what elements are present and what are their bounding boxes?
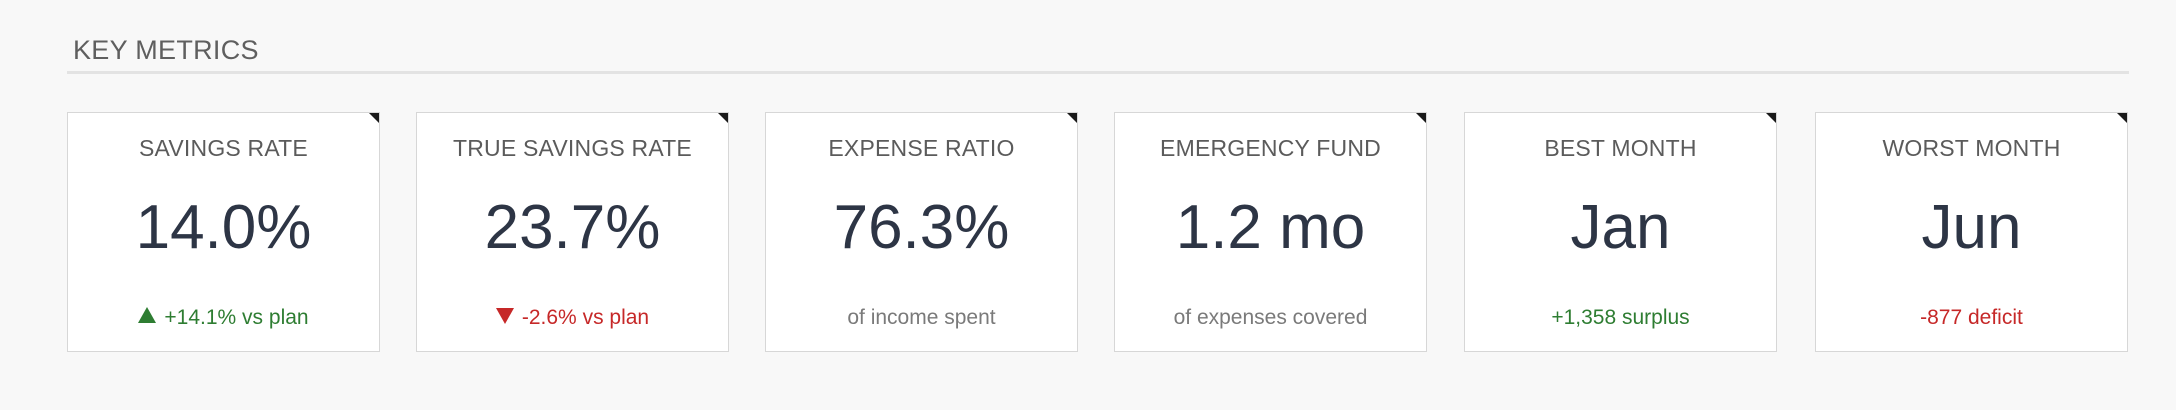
metric-footer-text: +14.1% vs plan (164, 306, 309, 329)
section-header: KEY METRICS (67, 32, 2129, 74)
metric-value: Jan (1570, 193, 1671, 262)
metric-value: Jun (1921, 193, 2022, 262)
corner-marker-icon (2117, 113, 2127, 123)
metric-card-best-month[interactable]: BEST MONTH Jan +1,358 surplus (1464, 112, 1777, 352)
triangle-down-icon (495, 308, 514, 324)
metric-footer: +14.1% vs plan (68, 305, 379, 330)
metric-label: EMERGENCY FUND (1160, 135, 1381, 161)
metric-footer: -2.6% vs plan (417, 305, 728, 330)
metric-label: BEST MONTH (1544, 135, 1697, 161)
metric-value: 14.0% (135, 193, 312, 262)
metric-label: TRUE SAVINGS RATE (453, 135, 692, 161)
metric-card-savings-rate[interactable]: SAVINGS RATE 14.0% +14.1% vs plan (67, 112, 380, 352)
metric-label: EXPENSE RATIO (828, 135, 1015, 161)
triangle-up-icon (138, 307, 157, 323)
metric-value: 23.7% (484, 193, 661, 262)
metric-card-worst-month[interactable]: WORST MONTH Jun -877 deficit (1815, 112, 2128, 352)
corner-marker-icon (1766, 113, 1776, 123)
corner-marker-icon (1416, 113, 1426, 123)
metric-footer-text: of expenses covered (1173, 306, 1368, 329)
metric-card-true-savings-rate[interactable]: TRUE SAVINGS RATE 23.7% -2.6% vs plan (416, 112, 729, 352)
metric-label: WORST MONTH (1882, 135, 2061, 161)
metric-footer-text: of income spent (847, 306, 996, 329)
metric-value: 1.2 mo (1175, 193, 1366, 262)
corner-marker-icon (369, 113, 379, 123)
section-title: KEY METRICS (73, 35, 259, 65)
metric-label: SAVINGS RATE (139, 135, 308, 161)
key-metrics-section: KEY METRICS SAVINGS RATE 14.0% +14.1% vs… (67, 0, 2129, 410)
corner-marker-icon (718, 113, 728, 123)
metric-card-emergency-fund[interactable]: EMERGENCY FUND 1.2 mo of expenses covere… (1114, 112, 1427, 352)
metric-cards: SAVINGS RATE 14.0% +14.1% vs plan TRUE S… (67, 112, 2129, 352)
metric-value: 76.3% (833, 193, 1010, 262)
metric-footer-text: -2.6% vs plan (521, 306, 650, 329)
metric-footer-text: -877 deficit (1920, 306, 2023, 329)
corner-marker-icon (1067, 113, 1077, 123)
metric-footer-text: +1,358 surplus (1551, 306, 1690, 329)
metric-card-expense-ratio[interactable]: EXPENSE RATIO 76.3% of income spent (765, 112, 1078, 352)
